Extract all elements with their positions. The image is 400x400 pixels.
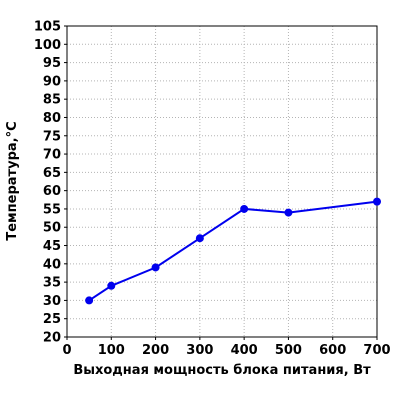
y-tick-label: 40: [43, 257, 61, 272]
y-tick-label: 30: [43, 294, 61, 309]
x-tick-label: 300: [186, 343, 213, 358]
y-tick-label: 55: [43, 202, 61, 217]
y-tick-label: 90: [43, 74, 61, 89]
series-line: [88, 200, 378, 302]
x-tick-label: 200: [142, 343, 169, 358]
y-tick-label: 85: [43, 93, 61, 108]
data-point: [240, 204, 249, 213]
x-tick-label: 500: [275, 343, 302, 358]
y-tick-label: 75: [43, 129, 61, 144]
series: [85, 197, 381, 305]
data-point: [107, 281, 116, 290]
y-tick-label: 50: [43, 221, 61, 236]
ticks: 20 25 30 35 40 45 50 55 60 65 70 75 80 85 90 95 100 105 0 1…: [34, 20, 391, 359]
x-axis-title: Выходная мощность блока питания, Вт: [73, 363, 371, 378]
y-tick-label: 105: [34, 20, 61, 35]
data-point: [85, 296, 94, 305]
y-tick-label: 20: [43, 331, 61, 346]
y-tick-label: 70: [43, 148, 61, 163]
y-tick-label: 65: [43, 166, 61, 181]
y-tick-label: 25: [43, 312, 61, 327]
y-tick-label: 35: [43, 276, 61, 291]
x-tick-label: 400: [231, 343, 258, 358]
data-point: [151, 263, 160, 272]
x-tick-label: 600: [319, 343, 346, 358]
y-tick-label: 100: [34, 38, 61, 53]
x-tick-label: 0: [62, 343, 71, 358]
y-tick-label: 60: [43, 184, 61, 199]
y-tick-label: 95: [43, 56, 61, 71]
grid: [67, 26, 377, 337]
y-axis-title: Температура,°C: [5, 121, 20, 240]
plot-frame: [66, 25, 378, 338]
data-point: [284, 208, 293, 217]
y-tick-label: 80: [43, 111, 61, 126]
data-point: [373, 197, 381, 206]
y-tick-label: 45: [43, 239, 61, 254]
x-tick-label: 100: [98, 343, 125, 358]
data-point: [195, 234, 204, 243]
x-tick-label: 700: [363, 343, 390, 358]
